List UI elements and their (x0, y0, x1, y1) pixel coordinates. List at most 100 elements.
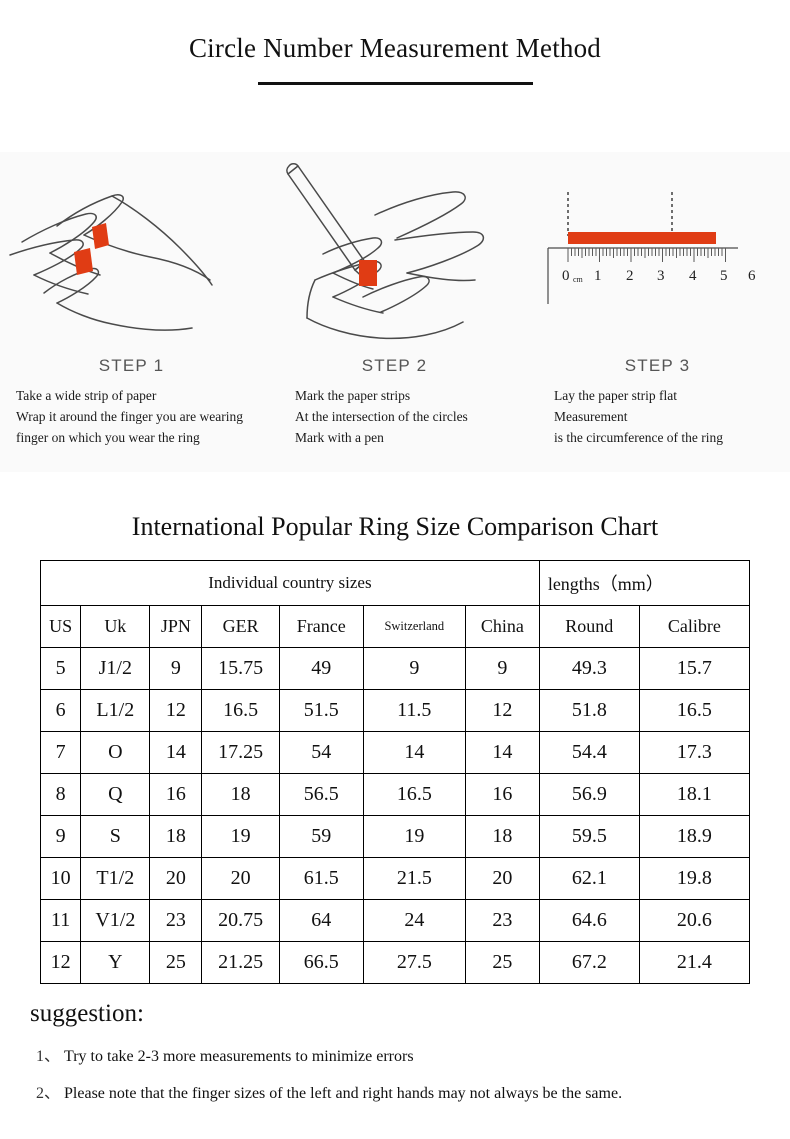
table-cell: 12 (464, 689, 540, 732)
table-cell: 49 (278, 647, 364, 690)
table-cell: 10 (39, 857, 82, 900)
table-cell: 20.75 (201, 899, 280, 942)
table-cell: 20 (149, 857, 203, 900)
table-cell: 51.8 (538, 689, 640, 732)
column-header-round: Round (538, 605, 640, 648)
suggestion-item-number: 1、 (36, 1048, 61, 1065)
table-cell: 7 (39, 731, 82, 774)
table-cell: 25 (464, 941, 540, 984)
svg-text:3: 3 (657, 268, 665, 284)
table-cell: 19.8 (638, 857, 751, 900)
table-cell: 9 (464, 647, 540, 690)
table-cell: 59 (278, 815, 364, 858)
table-row: 5 J1/2 9 15.75 49 9 9 49.3 15.7 (39, 647, 751, 690)
table-cell: 19 (201, 815, 280, 858)
step-caption-line: Mark the paper strips (295, 388, 411, 403)
table-cell: V1/2 (80, 899, 151, 942)
table-cell: 18 (201, 773, 280, 816)
hand-with-paper-strip-icon (0, 152, 263, 350)
table-cell: J1/2 (80, 647, 151, 690)
table-cell: 20 (464, 857, 540, 900)
table-cell: 15.75 (201, 647, 280, 690)
table-cell: 16.5 (362, 773, 466, 816)
table-cell: 20 (201, 857, 280, 900)
table-cell: 21.5 (362, 857, 466, 900)
step-caption-2: Mark the paper strips At the intersectio… (263, 386, 526, 449)
table-body: 5 J1/2 9 15.75 49 9 9 49.3 15.7 6 L1/2 12 16.5 51.5 11… (39, 647, 751, 984)
table-cell: 56.9 (538, 773, 640, 816)
column-header-switzerland: Switzerland (362, 605, 466, 648)
svg-text:6: 6 (748, 268, 756, 284)
column-header-france: France (278, 605, 364, 648)
table-cell: 27.5 (362, 941, 466, 984)
table-cell: 17.25 (201, 731, 280, 774)
group-header-lengths: lengths（mm） (538, 560, 751, 606)
suggestion-section: suggestion: 1、 Try to take 2-3 more measu… (30, 1000, 775, 1116)
table-cell: 5 (39, 647, 82, 690)
svg-text:5: 5 (720, 268, 728, 284)
step-card-3: 0 cm 1 2 3 4 5 6 STEP 3 Lay the paper st… (526, 152, 789, 472)
ruler-measuring-strip-icon: 0 cm 1 2 3 4 5 6 (526, 152, 789, 350)
table-cell: 59.5 (538, 815, 640, 858)
table-cell: 9 (362, 647, 466, 690)
table-row: 12 Y 25 21.25 66.5 27.5 25 67.2 21.4 (39, 941, 751, 984)
table-cell: 11.5 (362, 689, 466, 732)
column-header-us: US (39, 605, 82, 648)
step-caption-line: Wrap it around the finger you are wearin… (16, 408, 243, 424)
table-row: 11 V1/2 23 20.75 64 24 23 64.6 20.6 (39, 899, 751, 942)
table-cell: 24 (362, 899, 466, 942)
table-title: International Popular Ring Size Comparis… (131, 512, 659, 541)
table-cell: 17.3 (638, 731, 751, 774)
table-cell: 18 (464, 815, 540, 858)
page-title: Circle Number Measurement Method (188, 33, 602, 63)
step-caption-line: is the circumference of the ring (554, 429, 724, 445)
step-label-1: STEP 1 (98, 356, 165, 375)
step-caption-line: Take a wide strip of paper (16, 388, 157, 403)
table-cell: 56.5 (278, 773, 364, 816)
table-cell: 64.6 (538, 899, 640, 942)
table-cell: 23 (149, 899, 203, 942)
table-cell: 66.5 (278, 941, 364, 984)
step-label-2: STEP 2 (361, 356, 428, 375)
step-caption-1: Take a wide strip of paper Wrap it aroun… (0, 386, 263, 449)
column-header-uk: Uk (80, 605, 151, 648)
column-header-calibre: Calibre (638, 605, 751, 648)
table-cell: Y (80, 941, 151, 984)
step-card-1: STEP 1 Take a wide strip of paper Wrap i… (0, 152, 263, 472)
table-cell: L1/2 (80, 689, 151, 732)
step-caption-3: Lay the paper strip flat Measurement is … (526, 386, 789, 449)
table-cell: 21.4 (638, 941, 751, 984)
table-cell: 23 (464, 899, 540, 942)
suggestion-item-text: Please note that the finger sizes of the… (64, 1085, 623, 1102)
table-cell: 21.25 (201, 941, 280, 984)
table-row: 8 Q 16 18 56.5 16.5 16 56.9 18.1 (39, 773, 751, 816)
svg-text:1: 1 (594, 268, 602, 284)
column-header-ger: GER (201, 605, 280, 648)
suggestion-item: 2、 Please note that the finger sizes of t… (30, 1079, 775, 1103)
table-cell: 62.1 (538, 857, 640, 900)
table-cell: 25 (149, 941, 203, 984)
table-cell: 12 (39, 941, 82, 984)
svg-text:0: 0 (562, 268, 570, 284)
table-cell: 61.5 (278, 857, 364, 900)
table-cell: 16 (149, 773, 203, 816)
suggestion-item-text: Try to take 2-3 more measurements to min… (64, 1048, 414, 1065)
table-cell: 16 (464, 773, 540, 816)
step-caption-line: Lay the paper strip flat (554, 388, 677, 403)
title-underline-rule (257, 82, 533, 85)
table-cell: 64 (278, 899, 364, 942)
table-row: 9 S 18 19 59 19 18 59.5 18.9 (39, 815, 751, 858)
group-header-country-sizes: Individual country sizes (40, 560, 540, 606)
svg-text:4: 4 (689, 268, 697, 284)
svg-text:cm: cm (573, 275, 584, 284)
suggestion-item: 1、 Try to take 2-3 more measurements to m… (30, 1042, 775, 1066)
table-cell: 16.5 (638, 689, 751, 732)
suggestion-item-number: 2、 (36, 1085, 61, 1102)
column-header-china: China (464, 605, 540, 648)
table-cell: 54 (278, 731, 364, 774)
table-cell: Q (80, 773, 151, 816)
table-cell: 9 (39, 815, 82, 858)
table-cell: 14 (149, 731, 203, 774)
table-group-header-row: Individual country sizes lengths（mm） (40, 560, 751, 606)
step-caption-line: finger on which you wear the ring (16, 429, 200, 445)
